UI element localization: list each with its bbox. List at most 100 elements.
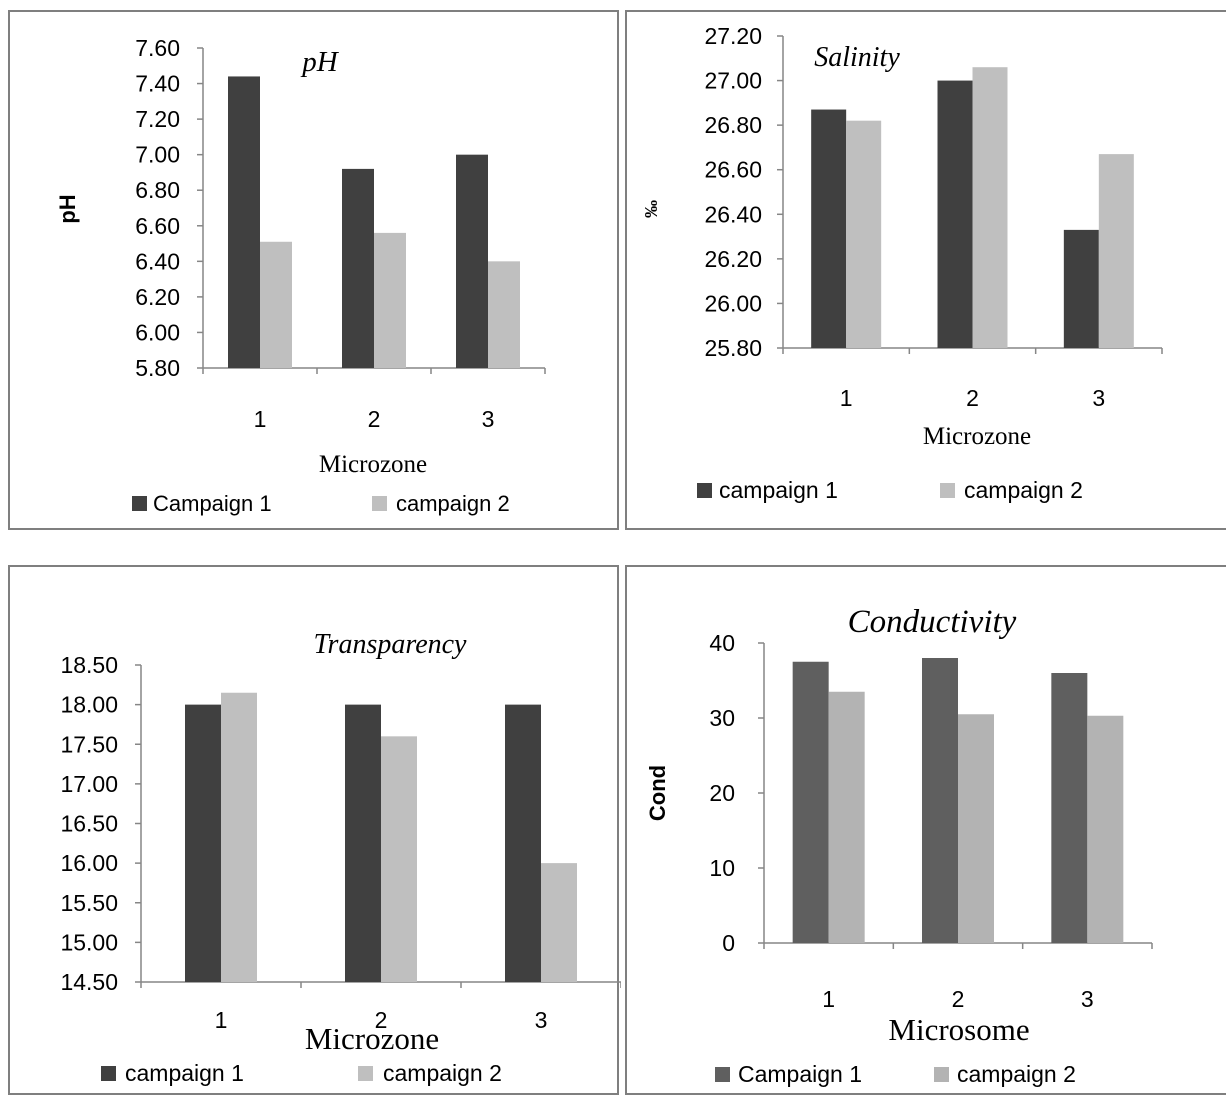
bar-campaign-2-zone-2	[972, 67, 1008, 348]
chart-title: Transparency	[314, 629, 468, 660]
x-category-label: 2	[966, 385, 979, 411]
legend-swatch-campaign-2	[940, 483, 955, 498]
y-tick-label: 26.20	[704, 246, 762, 272]
y-tick-label: 40	[709, 630, 735, 656]
legend-label-campaign-1: campaign 1	[719, 477, 838, 503]
legend-swatch-campaign-2	[372, 496, 387, 511]
y-tick-label: 25.80	[704, 335, 762, 361]
y-tick-label: 5.80	[135, 355, 180, 381]
y-tick-label: 16.00	[60, 850, 118, 876]
y-tick-label: 7.60	[135, 35, 180, 61]
y-tick-label: 27.00	[704, 68, 762, 94]
y-tick-label: 18.00	[60, 692, 118, 718]
x-category-label: 3	[1092, 385, 1105, 411]
bar-campaign-2-zone-3	[541, 863, 577, 982]
legend-label-campaign-1: Campaign 1	[738, 1061, 862, 1087]
x-category-label: 2	[375, 1007, 388, 1033]
bar-campaign-2-zone-2	[958, 714, 994, 943]
y-tick-label: 6.40	[135, 248, 180, 274]
y-tick-label: 7.20	[135, 106, 180, 132]
legend-label-campaign-2: campaign 2	[957, 1061, 1076, 1087]
bar-campaign-1-zone-2	[937, 80, 973, 349]
y-tick-label: 26.80	[704, 112, 762, 138]
x-category-label: 1	[254, 406, 267, 432]
legend-label-campaign-1: campaign 1	[125, 1060, 244, 1086]
x-axis-label: Microsome	[888, 1012, 1029, 1047]
bar-campaign-1-zone-2	[342, 168, 374, 368]
y-tick-label: 7.00	[135, 142, 180, 168]
legend-swatch-campaign-2	[358, 1066, 373, 1081]
bar-campaign-2-zone-1	[828, 691, 865, 943]
y-tick-label: 17.50	[60, 731, 118, 757]
chart-panel-conductivity: 40 30 20 10 0 1 2 3 Conductivity Cond Microsome Cam…	[625, 565, 1226, 1095]
bar-campaign-1-zone-3	[456, 154, 488, 368]
chart-title: Conductivity	[848, 604, 1017, 640]
y-axis-label: Cond	[645, 765, 670, 821]
y-tick-label: 10	[709, 855, 735, 881]
chart-panel-ph: 7.60 7.40 7.20 7.00 6.80 6.60 6.40 6.20 6.00 5.80…	[8, 10, 619, 530]
x-axis-label: Microzone	[923, 423, 1031, 450]
x-category-label: 3	[535, 1007, 548, 1033]
chart-title: Salinity	[814, 42, 900, 73]
bar-campaign-2-zone-3	[1087, 715, 1124, 943]
bar-campaign-1-zone-2	[345, 704, 381, 982]
legend-swatch-campaign-1	[715, 1067, 730, 1082]
x-category-label: 1	[840, 385, 853, 411]
legend-swatch-campaign-1	[132, 496, 147, 511]
x-category-label: 1	[215, 1007, 228, 1033]
chart-ph: 7.60 7.40 7.20 7.00 6.80 6.60 6.40 6.20 6.00 5.80…	[55, 35, 546, 516]
y-tick-label: 26.60	[704, 157, 762, 183]
y-tick-label: 26.00	[704, 290, 762, 316]
bar-campaign-1-zone-1	[228, 76, 260, 368]
bar-campaign-2-zone-2	[381, 736, 417, 982]
y-tick-label: 6.00	[135, 319, 180, 345]
bar-campaign-1-zone-1	[185, 704, 221, 982]
bar-campaign-2-zone-1	[221, 692, 257, 982]
legend-label-campaign-2: campaign 2	[396, 491, 510, 516]
y-tick-label: 14.50	[60, 969, 118, 995]
y-tick-label: 30	[709, 705, 735, 731]
y-axis-label: pH	[55, 194, 80, 223]
x-category-label: 3	[482, 406, 495, 432]
y-tick-label: 6.20	[135, 284, 180, 310]
bar-campaign-1-zone-1	[811, 109, 847, 349]
y-tick-label: 18.50	[60, 652, 118, 678]
legend-swatch-campaign-1	[697, 483, 712, 498]
y-tick-label: 26.40	[704, 201, 762, 227]
y-tick-label: 6.80	[135, 177, 180, 203]
x-category-label: 3	[1081, 986, 1094, 1012]
y-tick-label: 15.00	[60, 929, 118, 955]
bar-campaign-1-zone-3	[1063, 229, 1099, 348]
bar-campaign-2-zone-1	[846, 120, 882, 348]
y-tick-label: 20	[709, 780, 735, 806]
chart-title: pH	[300, 46, 340, 78]
legend-label-campaign-2: campaign 2	[964, 477, 1083, 503]
bar-campaign-1-zone-3	[1051, 673, 1088, 943]
bar-campaign-1-zone-2	[922, 658, 958, 943]
y-tick-label: 7.40	[135, 71, 180, 97]
x-category-label: 2	[952, 986, 965, 1012]
legend-label-campaign-2: campaign 2	[383, 1060, 502, 1086]
x-category-label: 1	[822, 986, 835, 1012]
chart-conductivity: 40 30 20 10 0 1 2 3 Conductivity Cond Microsome Cam…	[645, 604, 1153, 1087]
bar-campaign-2-zone-2	[374, 232, 406, 368]
x-axis-label: Microzone	[305, 1021, 439, 1056]
chart-salinity: 27.20 27.00 26.80 26.60 26.40 26.20 26.00 25.80…	[641, 23, 1163, 503]
y-axis-label: ‰	[641, 200, 661, 218]
y-tick-label: 15.50	[60, 890, 118, 916]
bar-campaign-2-zone-3	[1098, 154, 1134, 348]
chart-panel-salinity: 27.20 27.00 26.80 26.60 26.40 26.20 26.00 25.80…	[625, 10, 1226, 530]
y-tick-label: 6.60	[135, 213, 180, 239]
bar-campaign-1-zone-3	[505, 704, 541, 982]
bar-campaign-2-zone-3	[488, 261, 520, 368]
legend-label-campaign-1: Campaign 1	[153, 491, 272, 516]
y-tick-label: 16.50	[60, 811, 118, 837]
x-axis-label: Microzone	[319, 451, 427, 478]
bar-campaign-2-zone-1	[260, 241, 292, 368]
legend-swatch-campaign-2	[934, 1067, 949, 1082]
y-tick-label: 0	[722, 930, 735, 956]
y-tick-label: 17.00	[60, 771, 118, 797]
bar-campaign-1-zone-1	[792, 661, 829, 943]
legend-swatch-campaign-1	[101, 1066, 116, 1081]
chart-transparency: 18.50 18.00 17.50 17.00 16.50 16.00 15.50 15.00…	[60, 629, 621, 1086]
